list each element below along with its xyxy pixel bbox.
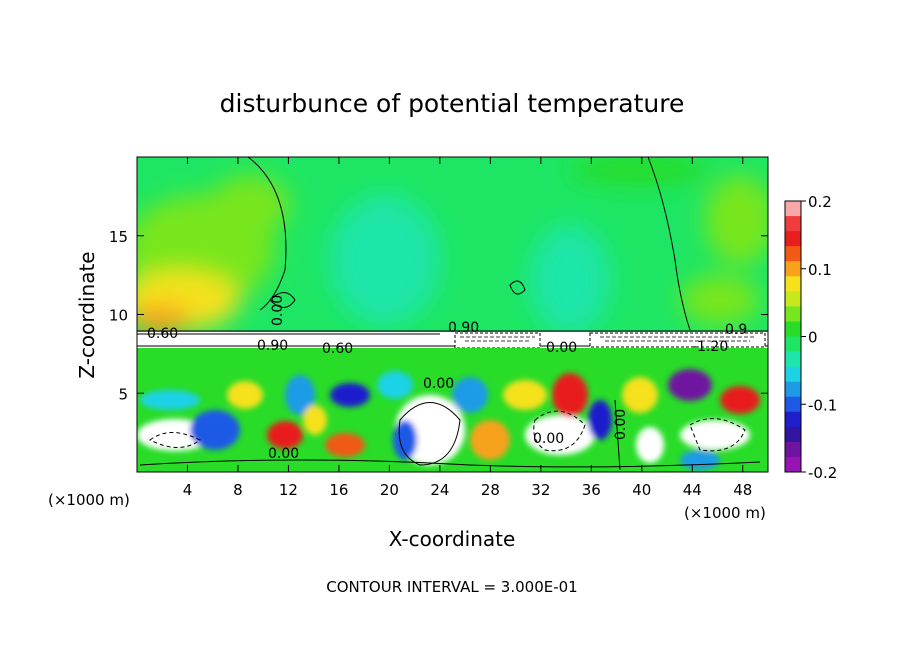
colorbar-swatch	[785, 201, 801, 217]
colorbar-tick-label: -0.1	[808, 396, 837, 414]
x-tick-label: 16	[329, 481, 348, 499]
contour-label: 0.00	[423, 376, 454, 392]
white-band	[137, 330, 768, 350]
x-tick-label: 28	[481, 481, 500, 499]
colorbar-swatch	[785, 336, 801, 353]
colorbar-swatch	[785, 411, 801, 428]
contour-label: -1.20	[692, 339, 728, 355]
y-tick-label: 10	[109, 307, 128, 325]
colorbar-tick-label: 0.2	[808, 193, 832, 211]
plot-area	[136, 156, 769, 473]
contour-label: 0.90	[257, 338, 288, 354]
colorbar	[784, 200, 802, 473]
colorbar-tick-label: -0.2	[808, 464, 837, 482]
y-tick-label: 15	[109, 228, 128, 246]
colorbar-swatch	[785, 366, 801, 383]
contour-label: 0.60	[147, 326, 178, 342]
contour-label: 0.9	[725, 322, 747, 338]
x-tick-label: 36	[582, 481, 601, 499]
contour-label: 0.00	[268, 446, 299, 462]
x-tick-label: 40	[632, 481, 651, 499]
x-axis-label: X-coordinate	[389, 527, 516, 551]
x-tick-label: 12	[279, 481, 298, 499]
colorbar-swatch	[785, 276, 801, 292]
colorbar-swatch	[785, 426, 801, 443]
contour-labels: 0.600.000.90 0.600.000.000.00 0.000.000.90…	[147, 295, 747, 462]
x-tick-label: 44	[683, 481, 702, 499]
x-tick-label: 24	[430, 481, 449, 499]
colorbar-swatch	[785, 306, 801, 322]
colorbar-swatch	[785, 246, 801, 262]
colorbar-ticks: 0.2 0.1 0 -0.1 -0.2	[801, 193, 837, 482]
contour-label: 0.00	[613, 409, 629, 440]
x-tick-label: 8	[233, 481, 243, 499]
colorbar-swatch	[785, 321, 801, 337]
x-tick-label: 20	[380, 481, 399, 499]
x-tick-label: 4	[183, 481, 193, 499]
colorbar-tick-label: 0	[808, 329, 818, 347]
lower-field	[137, 348, 768, 472]
colorbar-swatch	[785, 291, 801, 307]
x-unit-right: (×1000 m)	[684, 504, 766, 522]
x-unit-left: (×1000 m)	[48, 491, 130, 509]
contour-label: 0.60	[322, 341, 353, 357]
colorbar-swatch	[785, 231, 801, 247]
upper-field	[137, 157, 768, 332]
colorbar-swatch	[785, 216, 801, 232]
chart-title: disturbunce of potential temperature	[220, 89, 685, 118]
contour-label: 0.00	[546, 340, 577, 356]
colorbar-swatch	[785, 396, 801, 413]
x-axis: 4 8 12 16 20 24 28 32 36 40 44 48	[183, 157, 752, 499]
contour-label: 0.90	[448, 320, 479, 336]
colorbar-swatch	[785, 351, 801, 368]
colorbar-tick-label: 0.1	[808, 261, 832, 279]
colorbar-swatch	[785, 261, 801, 277]
contour-label: 0.00	[533, 431, 564, 447]
colorbar-swatch	[785, 441, 801, 458]
y-axis-label: Z-coordinate	[75, 251, 99, 378]
colorbar-swatch	[785, 381, 801, 398]
x-tick-label: 48	[733, 481, 752, 499]
y-tick-label: 5	[118, 385, 128, 403]
y-axis: 5 10 15	[109, 228, 768, 403]
contour-interval-note: CONTOUR INTERVAL = 3.000E-01	[326, 578, 577, 596]
x-tick-label: 32	[531, 481, 550, 499]
contour-label: 0.00	[270, 295, 286, 326]
colorbar-swatch	[785, 456, 801, 473]
